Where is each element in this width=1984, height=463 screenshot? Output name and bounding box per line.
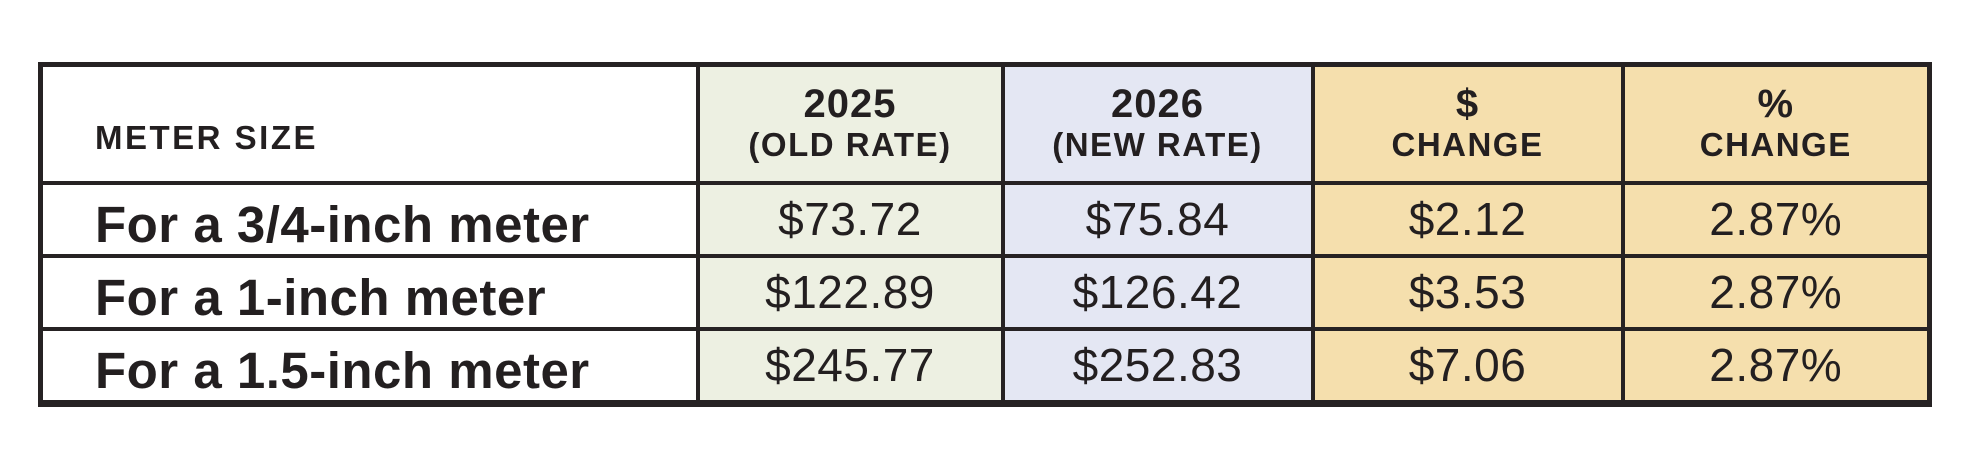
- new-rate-cell: $126.42: [1000, 253, 1315, 331]
- percent-change-cell: 2.87%: [1620, 253, 1932, 331]
- header-percent-change: % CHANGE: [1620, 62, 1932, 185]
- row-label-cell: For a 1-inch meter: [38, 253, 700, 331]
- new-rate-cell: $252.83: [1000, 326, 1315, 405]
- percent-change-cell: 2.87%: [1620, 326, 1932, 405]
- table-row-one-inch: For a 1-inch meter $122.89 $126.42 $3.53…: [38, 253, 1932, 331]
- old-rate-cell: $73.72: [695, 180, 1005, 258]
- dollar-change-cell: $2.12: [1310, 180, 1625, 258]
- table-row-three-quarter-inch: For a 3/4-inch meter $73.72 $75.84 $2.12…: [38, 180, 1932, 258]
- header-2025-old-rate: 2025 (OLD RATE): [695, 62, 1005, 185]
- row-label-cell: For a 3/4-inch meter: [38, 180, 700, 258]
- header-percent-symbol: %: [1757, 81, 1795, 126]
- header-2025-year: 2025: [803, 81, 897, 126]
- dollar-change-cell: $7.06: [1310, 326, 1625, 405]
- header-percent-change-label: CHANGE: [1699, 125, 1852, 163]
- row-label-cell: For a 1.5-inch meter: [38, 326, 700, 405]
- header-meter-size: METER SIZE: [38, 62, 700, 185]
- header-2026-year: 2026: [1111, 81, 1204, 126]
- header-2026-new-rate: 2026 (NEW RATE): [1000, 62, 1315, 185]
- header-dollar-change-label: CHANGE: [1391, 125, 1544, 163]
- percent-change-cell: 2.87%: [1620, 180, 1932, 258]
- header-dollar-symbol: $: [1455, 81, 1480, 126]
- table-row-one-point-five-inch: For a 1.5-inch meter $245.77 $252.83 $7.…: [38, 326, 1932, 405]
- header-dollar-change: $ CHANGE: [1310, 62, 1625, 185]
- new-rate-cell: $75.84: [1000, 180, 1315, 258]
- dollar-change-cell: $3.53: [1310, 253, 1625, 331]
- old-rate-cell: $122.89: [695, 253, 1005, 331]
- header-row: METER SIZE 2025 (OLD RATE) 2026 (NEW RAT…: [38, 62, 1932, 185]
- header-meter-size-label: METER SIZE: [95, 118, 319, 156]
- header-2025-subtitle: (OLD RATE): [748, 125, 952, 163]
- old-rate-cell: $245.77: [695, 326, 1005, 405]
- water-meter-rate-table: METER SIZE 2025 (OLD RATE) 2026 (NEW RAT…: [38, 62, 1932, 407]
- header-2026-subtitle: (NEW RATE): [1052, 125, 1263, 163]
